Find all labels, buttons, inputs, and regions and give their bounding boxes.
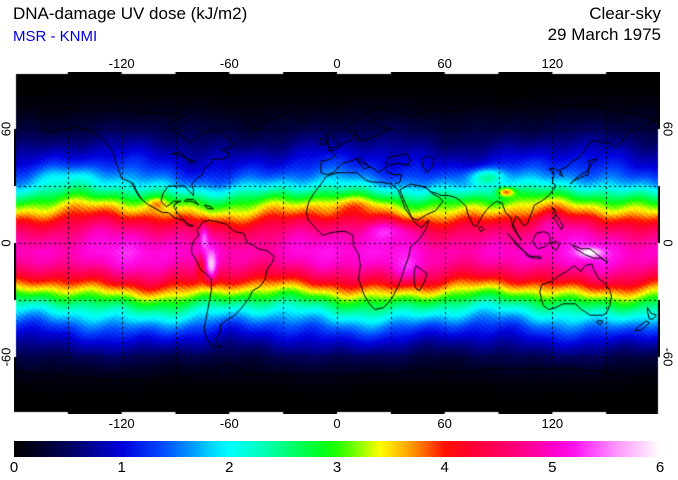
lon-tick-label: -120	[108, 416, 135, 431]
colorbar-tick-label: 5	[548, 459, 557, 476]
world-uv-heatmap	[14, 72, 660, 414]
colorbar-tick-label: 3	[332, 459, 342, 476]
lon-tick-label: -120	[108, 56, 135, 71]
lon-tick-label: 0	[333, 56, 341, 71]
colorbar-tick-label: 0	[9, 459, 19, 476]
colorbar-tick-label: 4	[440, 459, 449, 476]
lon-tick-label: 120	[541, 56, 564, 71]
lon-tick-label: 60	[437, 416, 452, 431]
colorbar-tick-label: 6	[655, 459, 665, 476]
lon-tick-label: 120	[541, 416, 564, 431]
page-title: DNA-damage UV dose (kJ/m2)	[13, 4, 248, 23]
lat-tick-label: -60	[660, 347, 676, 367]
condition-label: Clear-sky	[589, 4, 661, 23]
lat-tick-label: 60	[0, 121, 14, 137]
lat-tick-label: -60	[0, 347, 14, 367]
lon-tick-label: -60	[219, 416, 239, 431]
colorbar	[14, 441, 660, 457]
lat-tick-label: 60	[660, 121, 676, 137]
date-label: 29 March 1975	[547, 25, 661, 44]
lat-tick-label: 0	[660, 239, 676, 247]
lon-tick-label: 0	[333, 416, 341, 431]
lon-tick-label: 60	[437, 56, 452, 71]
lat-tick-label: 0	[0, 239, 14, 247]
lon-tick-label: -60	[219, 56, 239, 71]
source-label: MSR - KNMI	[13, 28, 98, 45]
colorbar-tick-label: 2	[225, 459, 234, 476]
colorbar-tick-label: 1	[117, 459, 126, 476]
